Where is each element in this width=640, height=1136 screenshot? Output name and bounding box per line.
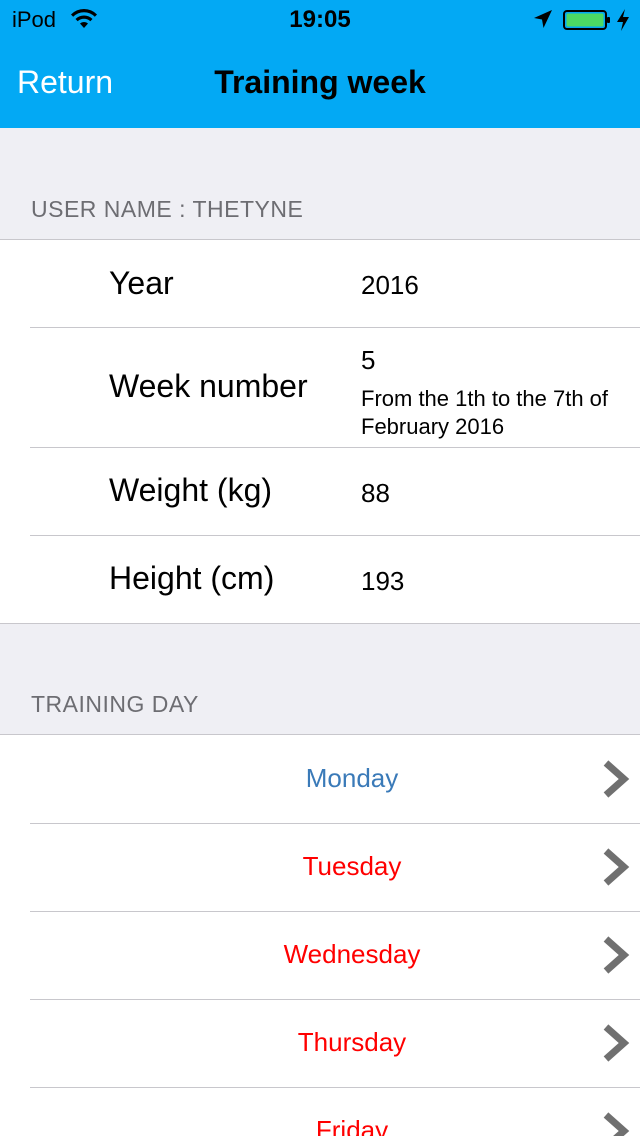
day-row-wednesday[interactable]: Wednesday: [0, 911, 640, 999]
day-row-thursday[interactable]: Thursday: [0, 999, 640, 1087]
height-value: 193: [361, 566, 405, 596]
height-row: Height (cm) 193: [0, 535, 640, 623]
charging-bolt-icon: [617, 9, 629, 31]
day-label: Monday: [305, 763, 399, 793]
day-label: Wednesday: [283, 939, 421, 969]
year-row: Year 2016: [0, 240, 640, 327]
status-time: 19:05: [289, 6, 351, 33]
weight-label: Weight (kg): [109, 472, 273, 508]
height-label: Height (cm): [109, 560, 275, 596]
week-number-label: Week number: [109, 368, 308, 404]
training-day-section-header: TRAINING DAY: [31, 691, 199, 717]
chevron-right-icon: [603, 848, 630, 886]
day-label: Thursday: [297, 1027, 407, 1057]
top-bar: iPod 19:05 Return Training week: [0, 0, 640, 128]
user-section-header: USER NAME : THETYNE: [31, 196, 304, 222]
chevron-right-icon: [603, 1024, 630, 1062]
carrier-label: iPod: [12, 7, 57, 32]
day-row-tuesday[interactable]: Tuesday: [0, 823, 640, 911]
training-day-list: Monday Tuesday Wednesday Thursday Friday: [0, 734, 640, 1136]
weight-row: Weight (kg) 88: [0, 447, 640, 535]
location-arrow-icon: [534, 10, 552, 28]
day-label: Friday: [315, 1115, 389, 1136]
day-label: Tuesday: [302, 851, 402, 881]
day-row-friday[interactable]: Friday: [0, 1087, 640, 1136]
user-info-group: Year 2016 Week number 5 From the 1th to …: [0, 239, 640, 624]
chevron-right-icon: [603, 760, 630, 798]
week-number-value: 5: [361, 345, 376, 375]
day-row-monday[interactable]: Monday: [0, 735, 640, 823]
battery-icon: [563, 10, 610, 30]
year-label: Year: [109, 265, 174, 301]
status-bar: iPod 19:05: [0, 0, 640, 40]
return-button[interactable]: Return: [17, 64, 114, 100]
wifi-icon: [71, 8, 97, 28]
week-number-row: Week number 5 From the 1th to the 7th of…: [0, 327, 640, 447]
weight-value: 88: [361, 478, 390, 508]
navigation-bar: Return Training week: [0, 40, 640, 128]
week-date-range: From the 1th to the 7th of February 2016: [361, 386, 609, 439]
year-value: 2016: [361, 270, 419, 300]
chevron-right-icon: [603, 936, 630, 974]
chevron-right-icon: [603, 1112, 630, 1136]
